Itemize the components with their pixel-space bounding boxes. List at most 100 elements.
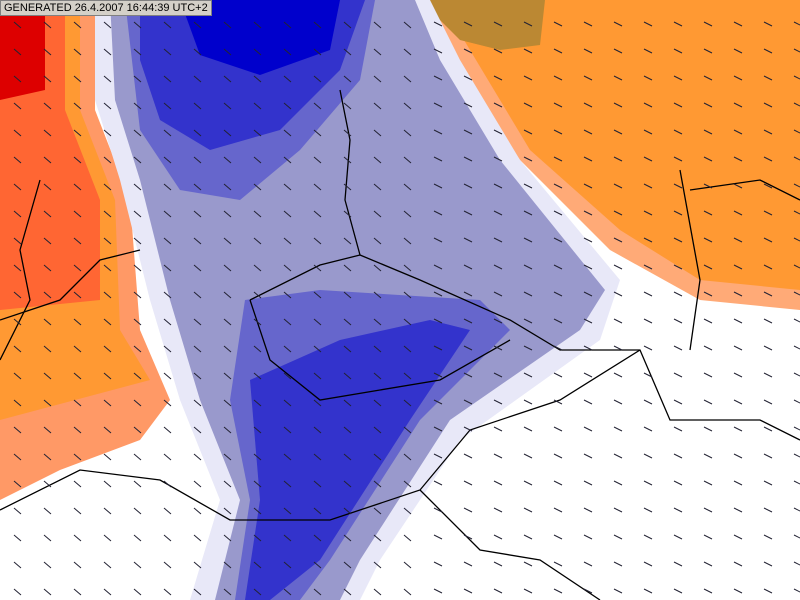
wind-arrow: [493, 507, 503, 513]
wind-arrow: [223, 480, 232, 488]
wind-arrow: [703, 426, 713, 432]
warm-region-east: [440, 0, 800, 290]
wind-arrow: [223, 372, 232, 380]
wind-arrow: [223, 48, 232, 56]
wind-arrow: [613, 426, 623, 432]
wind-arrow: [613, 345, 623, 351]
wind-arrow: [553, 210, 563, 216]
wind-arrow: [73, 426, 82, 434]
wind-arrow: [313, 507, 322, 515]
wind-arrow: [733, 21, 743, 27]
wind-arrow: [553, 588, 563, 594]
wind-arrow: [643, 318, 653, 324]
wind-arrow: [43, 264, 52, 272]
wind-arrow: [43, 480, 52, 488]
wind-arrow: [373, 21, 382, 29]
wind-arrow: [733, 372, 743, 378]
wind-arrow: [733, 102, 743, 108]
wind-arrow: [313, 237, 322, 245]
wind-arrow: [613, 561, 623, 567]
wind-arrow: [643, 399, 653, 405]
wind-arrow: [433, 156, 443, 162]
wind-arrow: [313, 48, 322, 56]
wind-arrow: [403, 102, 412, 110]
wind-arrow: [43, 453, 52, 461]
wind-arrow: [673, 507, 683, 513]
wind-arrow: [733, 453, 743, 459]
wind-arrow: [223, 156, 232, 164]
wind-arrow: [13, 480, 22, 488]
wind-arrow: [763, 102, 773, 108]
wind-arrow: [613, 102, 623, 108]
borders: [0, 89, 800, 600]
border: [689, 179, 800, 201]
wind-arrow: [313, 291, 322, 299]
wind-arrow: [613, 237, 623, 243]
wind-arrow: [463, 399, 473, 405]
wind-arrow: [103, 345, 112, 353]
wind-arrow: [553, 237, 563, 243]
wind-arrow: [643, 426, 653, 432]
wind-arrow: [463, 372, 473, 378]
wind-arrow: [343, 453, 352, 461]
wind-arrow: [703, 318, 713, 324]
wind-arrow: [703, 102, 713, 108]
wind-arrow: [283, 480, 292, 488]
wind-arrow: [583, 588, 593, 594]
wind-arrow: [703, 75, 713, 81]
wind-arrow: [793, 480, 800, 485]
wind-arrow: [643, 480, 653, 486]
wind-arrow: [193, 237, 202, 245]
wind-arrow: [433, 291, 443, 297]
wind-arrow: [313, 426, 322, 434]
wind-arrow: [13, 507, 22, 515]
wind-arrow: [73, 156, 82, 164]
wind-arrow: [493, 372, 503, 378]
wind-arrow: [283, 345, 292, 353]
wind-arrow: [403, 21, 412, 29]
wind-arrow: [433, 480, 443, 486]
wind-arrow: [343, 318, 352, 326]
wind-arrow: [43, 75, 52, 83]
wind-arrow: [763, 534, 773, 540]
wind-arrow: [643, 507, 653, 513]
wind-arrow: [253, 507, 262, 515]
wind-arrow: [793, 156, 800, 161]
wind-arrow: [463, 480, 473, 486]
wind-arrow: [793, 102, 800, 107]
wind-arrow: [793, 399, 800, 404]
wind-arrow: [793, 129, 800, 134]
wind-arrow: [793, 345, 800, 350]
wind-arrow: [493, 453, 503, 459]
wind-arrow: [43, 21, 52, 29]
wind-arrow: [133, 399, 142, 407]
wind-arrow: [283, 534, 292, 542]
wind-arrow: [253, 588, 262, 596]
wind-arrow: [673, 561, 683, 567]
wind-arrow: [583, 48, 593, 54]
wind-arrow: [673, 534, 683, 540]
wind-arrow: [253, 48, 262, 56]
wind-arrow: [403, 156, 412, 164]
wind-arrow: [463, 102, 473, 108]
wind-arrow: [403, 237, 412, 245]
wind-arrow: [763, 48, 773, 54]
wind-arrow: [613, 75, 623, 81]
wind-arrow: [793, 426, 800, 431]
wind-arrow: [433, 588, 443, 594]
wind-arrow: [643, 372, 653, 378]
wind-arrow: [73, 75, 82, 83]
wind-arrow: [703, 264, 713, 270]
wind-arrow: [703, 48, 713, 54]
wind-arrow: [703, 345, 713, 351]
wind-arrow: [373, 129, 382, 137]
wind-arrow: [103, 21, 112, 29]
wind-arrow: [673, 399, 683, 405]
wind-arrow: [73, 345, 82, 353]
wind-arrow: [733, 210, 743, 216]
wind-arrow: [493, 237, 503, 243]
wind-arrow: [163, 426, 172, 434]
wind-arrow: [763, 480, 773, 486]
wind-arrow: [793, 210, 800, 215]
wind-arrow: [733, 399, 743, 405]
